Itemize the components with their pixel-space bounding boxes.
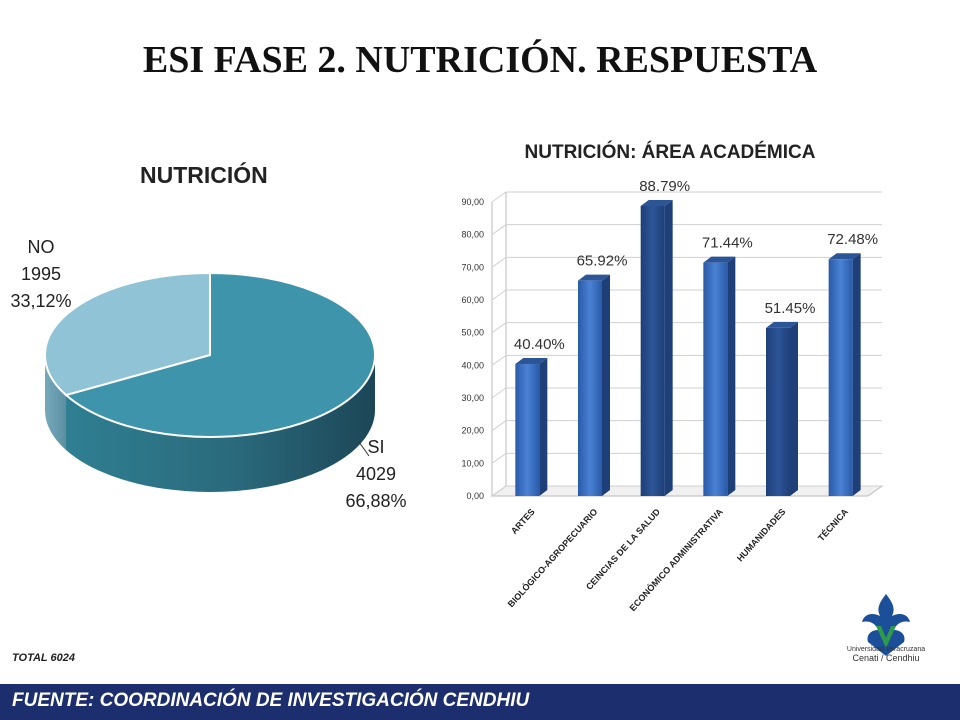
x-tick-label: ARTES xyxy=(509,507,537,536)
bar-chart-title: NUTRICIÓN: ÁREA ACADÉMICA xyxy=(524,142,816,163)
pie-slice-si xyxy=(63,271,376,438)
pie-chart-title: NUTRICIÓN xyxy=(140,162,268,188)
bar-top xyxy=(828,253,861,260)
pie-label-si: SI 4029 66,88% xyxy=(336,434,416,515)
bar xyxy=(828,259,853,496)
bar-side xyxy=(539,358,548,496)
y-tick-label: 90,00 xyxy=(461,197,484,207)
bar-side xyxy=(664,199,673,496)
pie-leader-line xyxy=(358,441,370,457)
bar-data-label: 65.92% xyxy=(577,253,628,270)
bar xyxy=(766,327,790,496)
gridline xyxy=(491,485,882,497)
pie-label-si-count: 4029 xyxy=(355,464,397,484)
y-tick-label: 40,00 xyxy=(461,360,484,370)
y-tick-label: 70,00 xyxy=(461,262,484,272)
gridline xyxy=(491,452,882,464)
bar-data-label: 40.40% xyxy=(514,336,565,353)
bar-data-label: 71.44% xyxy=(702,235,753,252)
bar-top xyxy=(515,358,548,365)
pie-label-si-percent: 66,88% xyxy=(345,491,407,511)
gridline xyxy=(491,256,882,268)
pie-label-no-name: NO xyxy=(27,237,55,257)
slide-title: ESI FASE 2. NUTRICIÓN. RESPUESTA xyxy=(142,39,818,81)
gridline xyxy=(491,191,882,203)
bar-side xyxy=(602,274,610,496)
gridline xyxy=(491,224,882,236)
y-tick-label: 10,00 xyxy=(461,458,484,468)
bar-side xyxy=(790,321,798,496)
bar-data-label: 88.79% xyxy=(639,178,690,195)
gridline xyxy=(491,420,882,432)
y-tick-label: 30,00 xyxy=(461,393,484,403)
footer-bar: FUENTE: COORDINACIÓN DE INVESTIGACIÓN CE… xyxy=(0,684,960,720)
bar xyxy=(703,262,728,496)
bar-top xyxy=(703,256,736,263)
bar-side xyxy=(727,256,736,496)
bar-data-label: 72.48% xyxy=(827,231,878,248)
bar-data-label: 51.45% xyxy=(765,300,816,317)
bar-side xyxy=(852,253,861,496)
gridline xyxy=(491,289,882,301)
gridline xyxy=(491,354,882,366)
bar-top xyxy=(766,321,798,328)
pie-label-si-name: SI xyxy=(367,437,385,457)
pie-slice-si-side xyxy=(66,355,375,492)
y-tick-label: 60,00 xyxy=(461,295,484,305)
logo-text: Universidad Veracruzana Cenati / Cendhiu xyxy=(836,645,936,663)
bar-top xyxy=(640,199,673,206)
x-tick-label: CEINCIAS DE LA SALUD xyxy=(584,506,662,592)
bar-top xyxy=(578,274,610,281)
gridline xyxy=(491,322,882,334)
footer-source: FUENTE: COORDINACIÓN DE INVESTIGACIÓN CE… xyxy=(12,690,530,711)
total-label: TOTAL 6024 xyxy=(12,652,75,664)
x-tick-label: HUMANIDADES xyxy=(735,507,788,564)
y-tick-label: 50,00 xyxy=(461,328,484,338)
logo-subtitle: Cenati / Cendhiu xyxy=(852,653,920,663)
university-logo xyxy=(862,594,910,656)
bar xyxy=(640,205,665,496)
pie-slice-no-side xyxy=(45,355,67,451)
pie-label-no-percent: 33,12% xyxy=(10,291,72,311)
y-tick-label: 0,00 xyxy=(466,491,484,501)
y-tick-label: 80,00 xyxy=(461,230,484,240)
bar-chart: 0,00 10,00 20,00 30,00 40,00 50,00 60,00 70,00 8… xyxy=(461,178,884,613)
gridline xyxy=(491,387,882,399)
bar xyxy=(578,280,602,496)
pie-label-no-count: 1995 xyxy=(20,264,62,284)
pie-chart xyxy=(44,271,376,492)
bar xyxy=(515,364,540,496)
pie-slice-no xyxy=(44,271,211,397)
pie-label-no: NO 1995 33,12% xyxy=(0,234,82,315)
y-tick-label: 20,00 xyxy=(461,426,484,436)
x-tick-label: TÉCNICA xyxy=(816,506,851,543)
logo-university-name: Universidad Veracruzana xyxy=(846,646,926,653)
